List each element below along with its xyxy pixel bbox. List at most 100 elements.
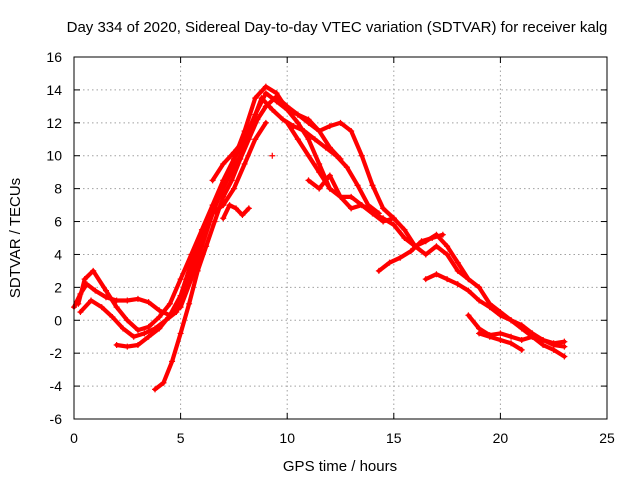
trace-line xyxy=(71,84,332,318)
data-point xyxy=(497,312,504,319)
data-point xyxy=(476,330,483,337)
data-point xyxy=(124,317,131,324)
data-point xyxy=(230,149,237,156)
data-point xyxy=(156,325,163,332)
data-point xyxy=(237,156,244,163)
x-tick-labels: 0 5 10 15 20 25 xyxy=(70,430,615,446)
data-point xyxy=(262,103,269,110)
data-point xyxy=(465,287,472,294)
data-point xyxy=(422,251,429,258)
series-sat-d xyxy=(113,119,269,350)
data-point xyxy=(476,284,483,291)
data-point xyxy=(141,330,148,337)
data-point xyxy=(294,111,301,118)
series-sat-f xyxy=(209,93,397,222)
data-point xyxy=(454,281,461,288)
data-point xyxy=(273,93,280,100)
trace-line xyxy=(210,94,396,221)
data-point xyxy=(284,103,291,110)
data-point xyxy=(316,160,323,167)
y-tick-label: 8 xyxy=(54,181,62,197)
data-point xyxy=(518,337,525,344)
data-point xyxy=(252,136,259,143)
data-point xyxy=(337,119,344,126)
data-point xyxy=(209,177,216,184)
data-point xyxy=(166,300,173,307)
data-point xyxy=(508,317,515,324)
data-point xyxy=(348,193,355,200)
data-point xyxy=(407,248,414,255)
data-point xyxy=(454,259,461,266)
data-point xyxy=(156,313,163,320)
data-point xyxy=(380,215,387,222)
data-point xyxy=(294,136,301,143)
y-tick-label: -6 xyxy=(50,411,63,427)
series-sat-b xyxy=(75,90,344,334)
x-axis-label: GPS time / hours xyxy=(283,458,397,475)
data-point xyxy=(145,333,152,340)
series-sat-c xyxy=(77,95,382,340)
data-point xyxy=(358,152,365,159)
data-point xyxy=(152,386,159,393)
y-tick-label: 0 xyxy=(54,312,62,328)
data-point xyxy=(230,185,237,192)
grid-lines xyxy=(74,57,607,419)
data-point xyxy=(92,287,99,294)
data-point xyxy=(518,346,525,353)
y-tick-label: 4 xyxy=(54,246,62,262)
data-point xyxy=(433,243,440,250)
data-point xyxy=(220,215,227,222)
data-point xyxy=(209,210,216,217)
data-point xyxy=(262,90,269,97)
data-point xyxy=(433,271,440,278)
data-point xyxy=(561,338,568,345)
data-point xyxy=(173,309,180,316)
data-point xyxy=(390,221,397,228)
plot-frame xyxy=(73,56,608,420)
y-tick-label: 6 xyxy=(54,214,62,230)
data-point xyxy=(358,202,365,209)
data-point xyxy=(245,205,252,212)
series-sat-e xyxy=(152,103,269,393)
data-point xyxy=(130,333,137,340)
data-point xyxy=(160,379,167,386)
data-point xyxy=(220,160,227,167)
series-sat-n xyxy=(269,152,276,159)
data-point xyxy=(77,309,84,316)
data-point xyxy=(145,323,152,330)
data-point xyxy=(177,330,184,337)
data-point xyxy=(241,136,248,143)
x-tick-label: 25 xyxy=(599,430,615,446)
data-point xyxy=(134,341,141,348)
y-tick-labels: -6 -4 -2 0 2 4 6 8 10 12 14 16 xyxy=(46,49,62,427)
data-point xyxy=(203,243,210,250)
data-point xyxy=(169,358,176,365)
data-point xyxy=(262,119,269,126)
trace-line xyxy=(466,313,567,346)
data-point xyxy=(98,304,105,311)
data-point xyxy=(343,164,350,171)
axis-ticks xyxy=(73,56,608,420)
data-point xyxy=(540,337,547,344)
data-point xyxy=(369,182,376,189)
data-point xyxy=(326,123,333,130)
x-tick-label: 0 xyxy=(70,430,78,446)
data-point xyxy=(322,144,329,151)
data-point xyxy=(102,287,109,294)
data-point xyxy=(252,95,259,102)
y-tick-label: 2 xyxy=(54,279,62,295)
data-traces xyxy=(71,83,568,393)
chart-title: Day 334 of 2020, Sidereal Day-to-day VTE… xyxy=(67,19,608,36)
data-point xyxy=(124,297,131,304)
data-point xyxy=(380,205,387,212)
data-point xyxy=(418,238,425,245)
data-point xyxy=(333,152,340,159)
data-point xyxy=(348,128,355,135)
data-point xyxy=(476,297,483,304)
data-point xyxy=(390,215,397,222)
data-point xyxy=(134,295,141,302)
data-point xyxy=(269,152,276,159)
data-point xyxy=(279,116,286,123)
data-point xyxy=(465,276,472,283)
